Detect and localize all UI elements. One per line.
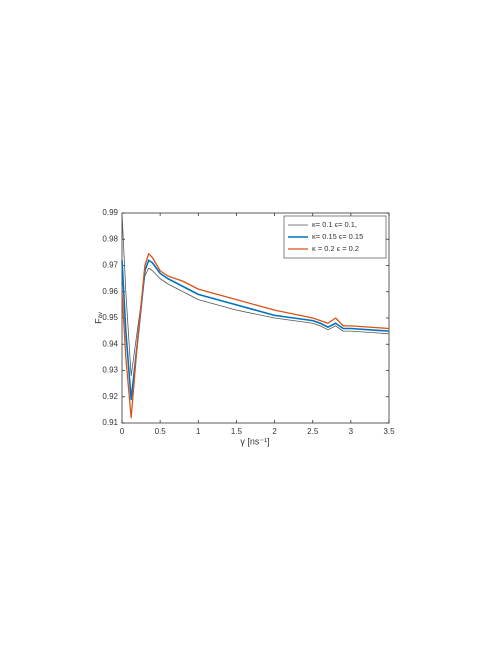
x-tick-label: 1.5 [231,427,243,436]
x-tick-label: 1 [196,427,201,436]
legend-label: κ= 0.15 ϵ= 0.15 [312,232,363,241]
y-tick-label: 0.96 [102,287,118,296]
y-tick-label: 0.92 [102,392,118,401]
y-tick-label: 0.91 [102,418,118,427]
y-tick-label: 0.95 [102,313,118,322]
x-tick-label: 3 [349,427,354,436]
legend-label: κ= 0.1 ϵ= 0.1, [312,220,357,229]
y-tick-label: 0.93 [102,366,118,375]
x-tick-label: 0.5 [155,427,167,436]
x-tick-label: 2 [272,427,277,436]
x-tick-label: 3.5 [383,427,395,436]
y-axis-label: Fₐᵥ [93,312,103,324]
x-tick-label: 0 [120,427,125,436]
series-line [121,253,390,419]
y-tick-label: 0.99 [102,208,118,217]
y-tick-label: 0.97 [102,261,118,270]
y-tick-label: 0.98 [102,234,118,243]
legend-label: κ = 0.2 ϵ = 0.2 [312,244,359,253]
y-tick-label: 0.94 [102,339,118,348]
x-axis-label: γ [ns⁻¹] [240,436,269,446]
x-tick-label: 2.5 [307,427,319,436]
series-line [121,212,390,377]
